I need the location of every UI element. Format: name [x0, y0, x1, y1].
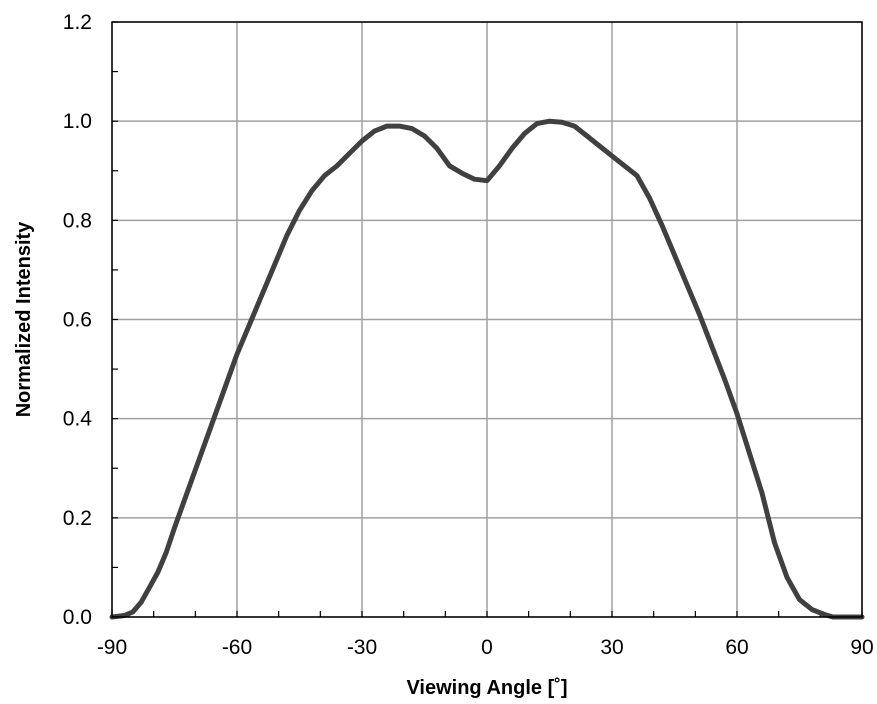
series-line [109, 118, 865, 620]
x-tick-label: 30 [600, 636, 623, 659]
y-tick-label: 0.8 [63, 209, 92, 232]
x-tick-label: 0 [481, 636, 493, 659]
y-tick-label: 0.0 [63, 606, 92, 629]
y-tick-label: 1.0 [63, 110, 92, 133]
x-tick-label: -60 [222, 636, 252, 659]
y-axis-title: Normalized Intensity [13, 221, 35, 417]
x-axis-title: Viewing Angle [˚] [406, 676, 567, 699]
x-tick-label: -90 [97, 636, 127, 659]
y-tick-label: 1.2 [63, 11, 92, 34]
grid-lines [111, 21, 863, 618]
y-tick-label: 0.2 [63, 507, 92, 530]
x-tick-labels: -90 -60 -30 0 30 60 90 [97, 636, 874, 659]
plot-frame [111, 21, 863, 618]
y-tick-labels: 0.0 0.2 0.4 0.6 0.8 1.0 1.2 [63, 11, 93, 629]
x-tick-label: 90 [850, 636, 873, 659]
x-tick-label: 60 [725, 636, 748, 659]
minor-ticks [111, 21, 863, 618]
y-tick-label: 0.4 [63, 408, 93, 431]
x-tick-label: -30 [347, 636, 377, 659]
y-tick-label: 0.6 [63, 309, 92, 332]
